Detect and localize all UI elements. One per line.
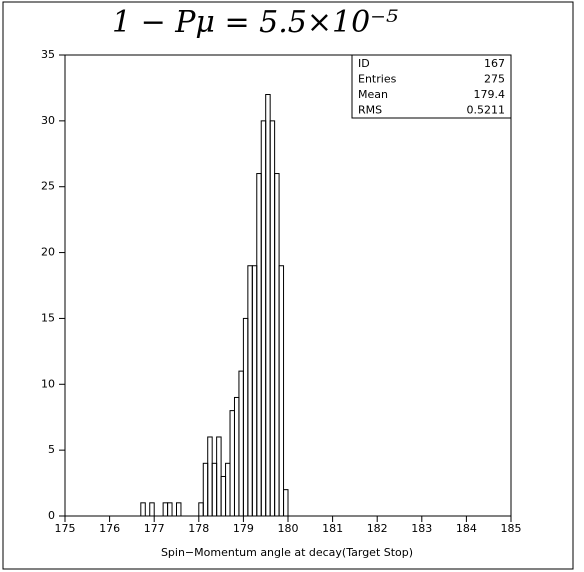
x-tick-label: 179 [233,522,254,535]
x-tick-label: 177 [144,522,165,535]
y-tick-label: 35 [41,48,55,61]
bar [233,396,240,517]
bar [238,370,244,517]
bar [211,462,218,517]
y-tick-label: 30 [41,114,55,127]
x-tick-label: 182 [367,522,388,535]
frame [2,1,574,570]
y-tick-label: 15 [41,311,55,324]
bar [149,502,155,517]
bar [220,475,227,517]
bar [265,94,271,517]
stats-label: Mean [358,88,388,101]
bar [247,265,253,517]
y-tick-label: 25 [41,180,55,193]
bar [176,502,182,517]
bar [229,410,235,517]
bar [162,502,169,517]
x-tick-label: 184 [456,522,477,535]
x-tick-label: 176 [99,522,120,535]
y-tick-label: 0 [48,509,55,522]
bar [256,173,262,517]
stats-value: 167 [484,57,505,70]
x-tick-label: 178 [188,522,209,535]
y-tick-label: 5 [48,443,55,456]
bar [216,436,222,517]
x-tick-label: 181 [322,522,343,535]
x-tick-label: 183 [411,522,432,535]
bar [269,120,276,517]
stats-box [351,54,512,119]
bar [242,317,249,517]
x-tick-label: 185 [501,522,522,535]
y-tick-label: 10 [41,377,55,390]
stats-label: Entries [358,72,397,85]
bar [140,502,146,517]
stats-label: RMS [358,103,382,116]
bar [278,265,285,517]
bar [274,173,280,517]
stats-value: 0.5211 [467,103,506,116]
plot-frame [64,54,512,517]
bar [283,489,289,517]
chart-title: 1 − Pμ = 5.5×10⁻⁵ [112,5,398,40]
bar [202,462,209,517]
bar [198,502,204,517]
stats-value: 275 [484,72,505,85]
bar [260,120,267,517]
bar [225,462,231,517]
x-tick-label: 175 [55,522,76,535]
bar [207,436,213,517]
x-axis-label: Spin−Momentum angle at decay(Target Stop… [161,546,413,559]
stats-value: 179.4 [474,88,506,101]
y-tick-label: 20 [41,246,55,259]
stats-label: ID [358,57,370,70]
x-tick-label: 180 [278,522,299,535]
bar [167,502,173,517]
bar [251,265,258,517]
